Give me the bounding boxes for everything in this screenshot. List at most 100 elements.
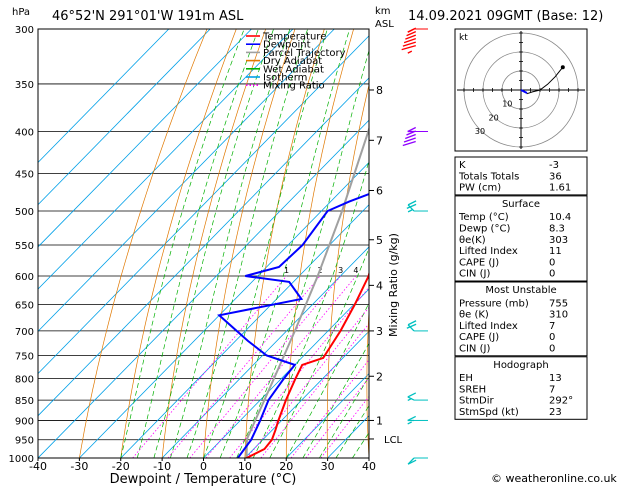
pressure-tick-label: 550: [15, 241, 34, 252]
most-unstable-table-label-2: Lifted Index: [459, 321, 518, 332]
isotherm-line: [79, 161, 369, 458]
isotherm-line: [38, 29, 252, 248]
legend-label-3: Dry Adiabat: [263, 56, 322, 67]
wind-barb-half: [407, 397, 413, 402]
parcel-trajectory-line: [245, 125, 369, 458]
hodograph-end-point: [560, 65, 565, 70]
km-tick-label: 6: [376, 184, 383, 197]
isotherm-line: [244, 330, 369, 458]
wind-barb-flag: [406, 323, 417, 329]
most-unstable-table-label-1: θe (K): [459, 310, 489, 321]
pressure-tick-label: 500: [15, 207, 34, 218]
indices-table-value-2: 1.61: [549, 183, 571, 194]
profile-lines: [217, 125, 369, 458]
km-tick-label: 4: [376, 279, 383, 292]
wind-barb: [406, 320, 428, 332]
km-tick-label: 1: [376, 414, 383, 427]
wind-barb-flag: [406, 31, 417, 37]
wind-barb-flag: [402, 41, 416, 47]
indices-table-label-2: PW (cm): [459, 183, 501, 194]
wind-barb-flag: [406, 203, 417, 209]
wet-adiabat-line: [136, 29, 259, 458]
lcl-label: LCL: [384, 435, 403, 446]
pressure-tick-label: 400: [15, 128, 34, 139]
wind-barb-flag: [407, 415, 416, 422]
mixing-ratio-line: [189, 275, 342, 458]
km-tick-label: 7: [376, 134, 383, 147]
legend-label-2: Parcel Trajectory: [263, 48, 346, 59]
isotherm-line: [38, 29, 211, 206]
surface-table-label-4: CAPE (J): [459, 257, 499, 268]
isotherm-line: [286, 373, 369, 458]
dry-adiabat-line: [120, 29, 237, 458]
mixing-ratio-line: [132, 275, 287, 458]
mixing-ratio-label: 20: [445, 266, 455, 275]
wind-barb: [407, 457, 428, 465]
surface-table-value-1: 8.3: [549, 224, 565, 235]
x-tick-label: 30: [321, 460, 335, 473]
km-tick-label: 8: [376, 84, 383, 97]
wind-barb-flag: [402, 140, 416, 147]
wet-adiabat-line: [335, 405, 369, 458]
x-tick-label: -40: [29, 460, 47, 473]
dewpoint-line: [217, 192, 369, 458]
plot-frame: [37, 28, 370, 459]
surface-table-value-0: 10.4: [549, 212, 571, 223]
indices-table-label-1: Totals Totals: [458, 171, 519, 182]
dry-adiabat-line: [405, 29, 441, 458]
isotherm-line: [38, 35, 369, 375]
isotherm-line: [203, 288, 369, 458]
surface-table-value-5: 0: [549, 269, 555, 280]
hodograph-ring-label: 30: [475, 127, 485, 136]
mixing-ratio-label: 4: [353, 266, 358, 275]
pressure-tick-label: 650: [15, 301, 34, 312]
wind-barb-staff: [407, 324, 415, 332]
x-tick-label: -20: [112, 460, 130, 473]
wind-barb-staff: [407, 204, 415, 212]
surface-table-value-3: 11: [549, 246, 562, 257]
wet-adiabat-line: [203, 29, 328, 458]
wind-barb: [407, 415, 428, 425]
isotherm-line: [161, 246, 369, 458]
x-tick-label: 40: [362, 460, 376, 473]
wind-barb-flag: [403, 38, 417, 44]
wind-barb: [401, 27, 428, 54]
hodograph-table-value-1: 7: [549, 384, 555, 395]
hodograph-table-label-2: StmDir: [459, 396, 494, 407]
dry-adiabat-line: [161, 29, 267, 458]
hodograph-table-title: Hodograph: [493, 360, 548, 371]
wet-adiabat-line: [236, 49, 369, 458]
wind-barb-flag: [405, 133, 416, 140]
wind-barb: [402, 126, 428, 147]
isotherm-line: [38, 29, 335, 332]
legend-label-0: Temperature: [262, 32, 326, 43]
dry-adiabat-line: [614, 29, 629, 458]
wind-barb-flag: [407, 392, 417, 398]
hodograph-table-value-3: 23: [549, 407, 562, 418]
indices-table-value-1: 36: [549, 171, 562, 182]
wet-adiabat-line: [153, 29, 274, 458]
surface-table-value-2: 303: [549, 235, 568, 246]
temperature-line: [246, 270, 369, 458]
isotherm-line: [38, 29, 170, 164]
mixing-ratio-line: [246, 306, 369, 458]
hodograph-ring-label: 20: [489, 113, 499, 122]
most-unstable-table-title: Most Unstable: [485, 285, 556, 296]
surface-table-label-1: Dewp (°C): [459, 224, 510, 235]
station-location: 46°52'N 291°01'W 191m ASL: [52, 9, 244, 24]
dry-adiabat-line: [203, 29, 296, 458]
dry-adiabat-line: [326, 83, 369, 458]
wind-barb-half: [407, 50, 413, 54]
wind-barb-flag: [407, 200, 417, 206]
km-tick-label: 3: [376, 325, 383, 338]
dry-adiabat-line: [79, 29, 208, 458]
pressure-tick-label: 350: [15, 80, 34, 91]
wet-adiabat-line: [186, 29, 309, 458]
mixing-ratio-label: 16: [431, 266, 441, 275]
surface-table: Surface Temp (°C) 10.4 Dewp (°C) 8.3 θe(K) 303…: [454, 195, 588, 282]
hodograph-table-label-1: SREH: [459, 384, 486, 395]
x-tick-label: 20: [279, 460, 293, 473]
hodograph-table-label-3: StmSpd (kt): [459, 407, 519, 418]
legend-label-5: Isotherm: [263, 73, 307, 84]
isotherm-line: [38, 77, 369, 417]
